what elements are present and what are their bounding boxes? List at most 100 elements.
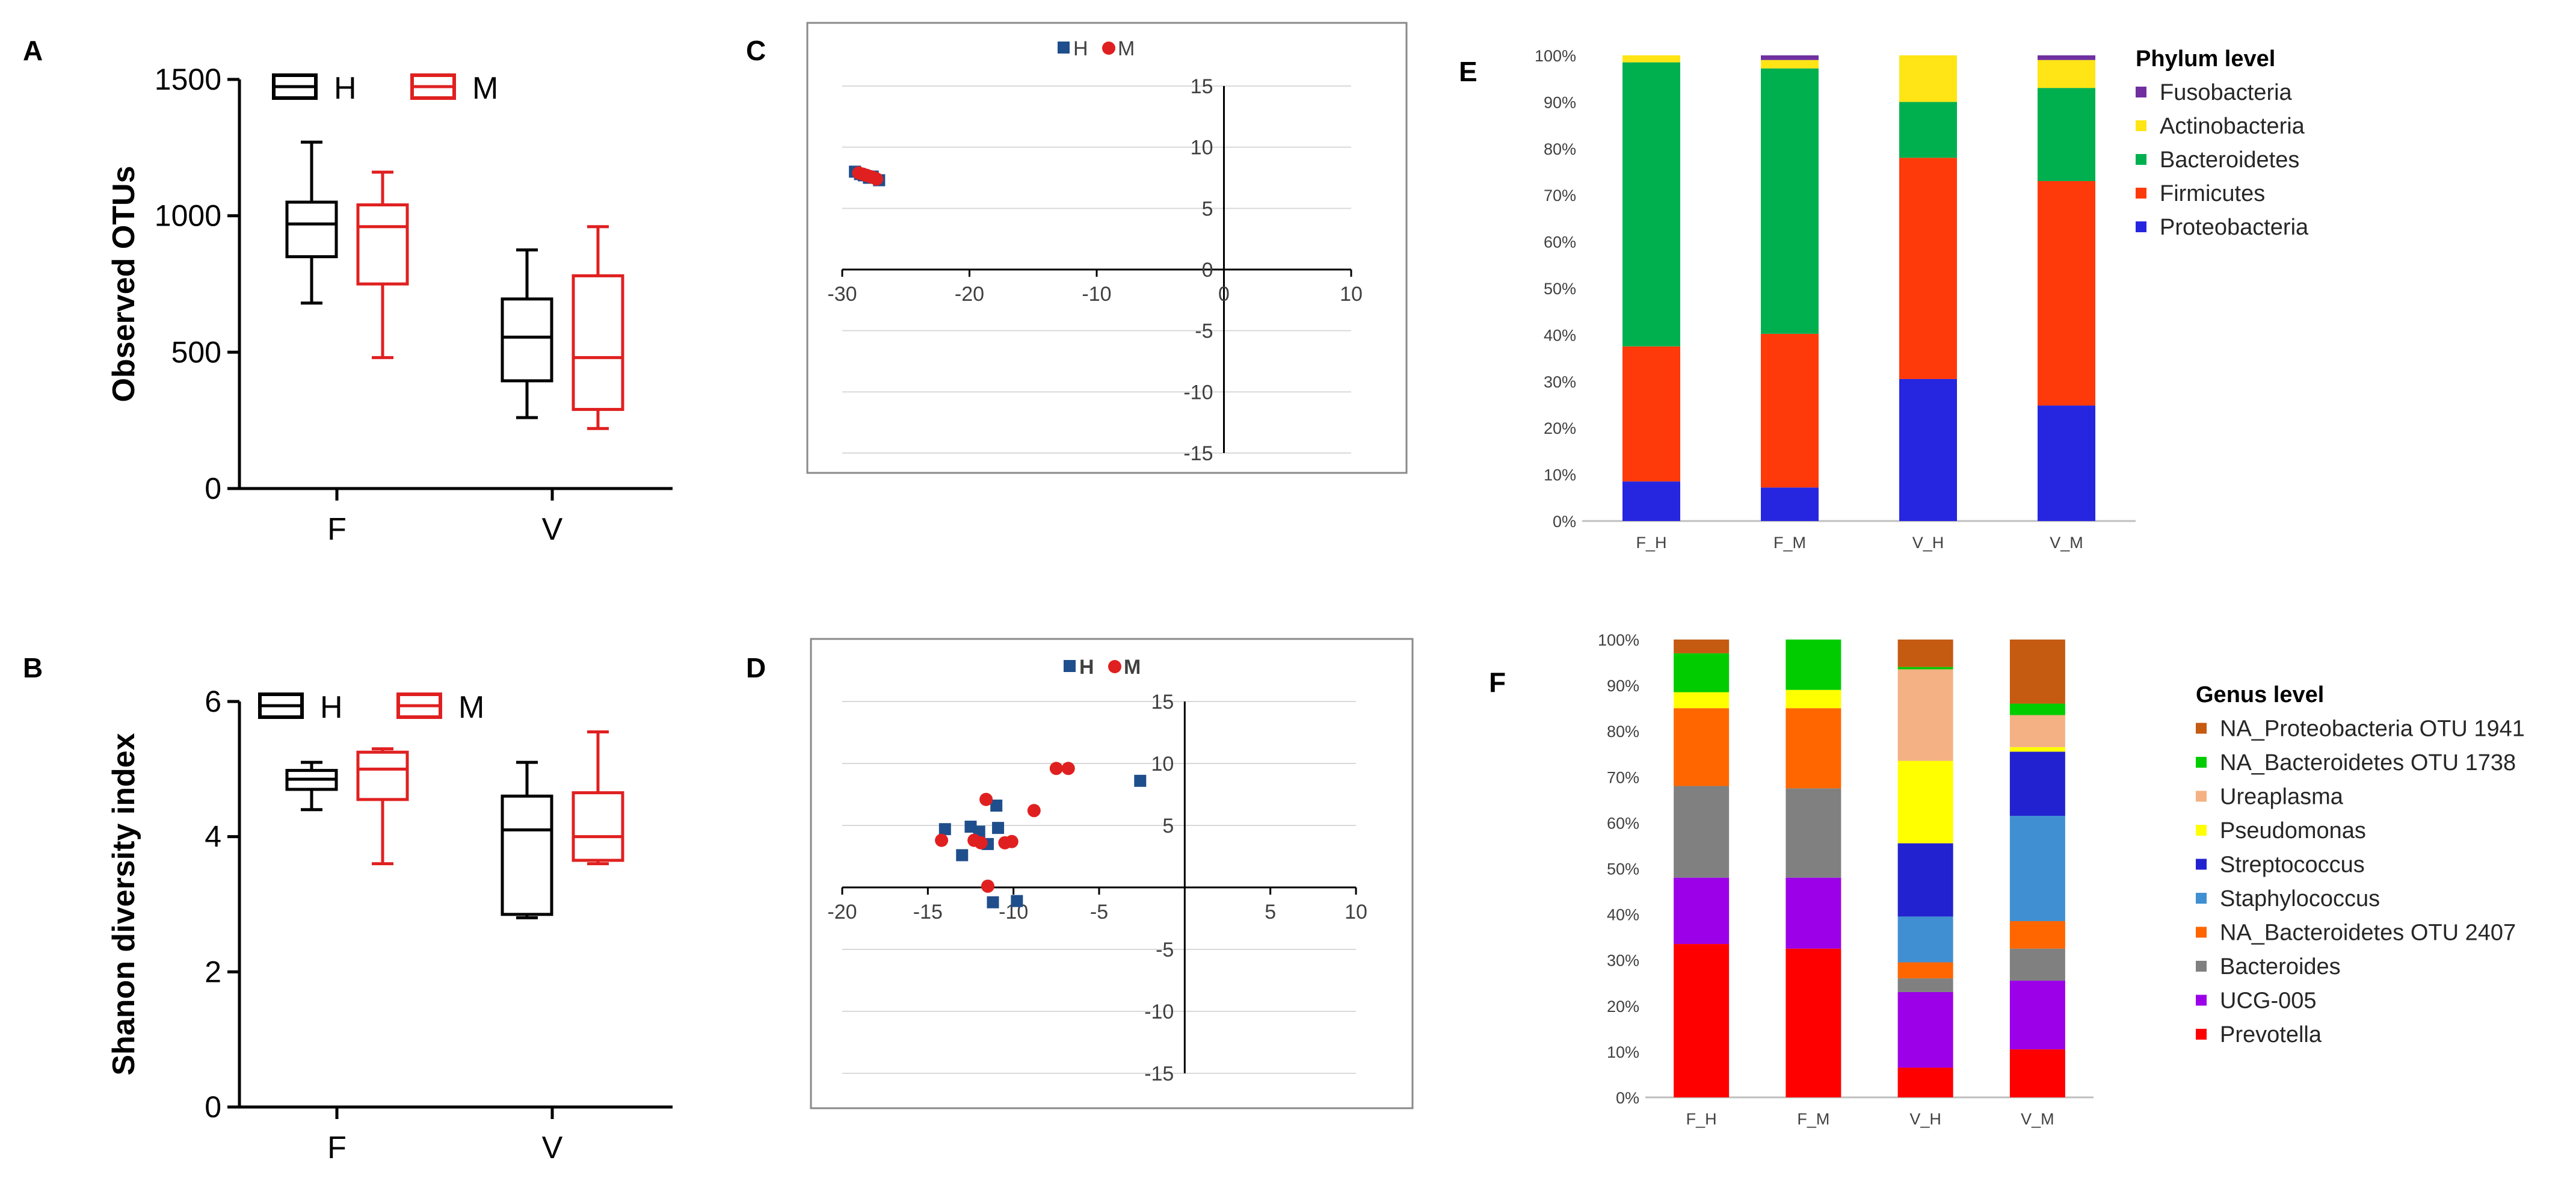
scatter-point-m (935, 833, 949, 847)
bar-segment (1897, 978, 1953, 992)
bar-segment (1897, 843, 1953, 917)
panel-label-f: F (1489, 667, 1506, 698)
y-tick-label: 10% (1607, 1043, 1639, 1061)
x-tick-label: -10 (1082, 283, 1111, 306)
y-tick-label: 40% (1544, 326, 1576, 344)
legend-title: Genus level (2196, 682, 2324, 708)
y-tick-label: 80% (1607, 723, 1639, 741)
y-tick-label: 10 (1191, 137, 1213, 159)
y-tick-label: -10 (1183, 381, 1213, 404)
x-tick-label: V_M (2050, 534, 2083, 552)
bar-segment (1761, 60, 1819, 69)
y-tick-label: 0% (1616, 1089, 1639, 1107)
chart-a-observed-otus: 0 500 1000 1500 Observed OTUs F V H M (106, 63, 673, 547)
x-tick-label: F_H (1636, 534, 1666, 552)
legend-marker-h (1064, 660, 1076, 672)
legend-label: H (1073, 37, 1088, 60)
x-tick-label: -20 (827, 901, 857, 924)
y-tick-label: 40% (1607, 906, 1639, 924)
box-iqr (572, 791, 624, 862)
bar-segment (2009, 703, 2065, 715)
x-tick-label: F_M (1773, 534, 1806, 552)
legend-swatch (2136, 154, 2146, 165)
box-iqr (285, 200, 338, 259)
legend-marker-m (1108, 660, 1121, 673)
legend-title: Phylum level (2136, 46, 2275, 72)
legend-swatch (2136, 87, 2146, 97)
y-tick-label: 60% (1607, 814, 1639, 832)
bar-segment (1674, 944, 1730, 1097)
y-tick-label: 6 (205, 685, 221, 718)
bar-segment (2009, 747, 2065, 752)
legend-label: Fusobacteria (2160, 80, 2293, 105)
y-tick-label: 100% (1535, 47, 1576, 65)
y-tick-label: 15 (1151, 691, 1174, 714)
bar-segment (1897, 962, 1953, 979)
x-tick-label: 10 (1340, 283, 1363, 306)
x-tick-label: F (327, 1130, 347, 1165)
bar-segment (1786, 708, 1841, 789)
legend-swatch (2136, 221, 2146, 232)
scatter-point-h (992, 822, 1005, 834)
y-tick-label: -5 (1156, 939, 1174, 961)
bar-segment (2009, 640, 2065, 704)
bar-segment (1761, 487, 1819, 521)
legend-label: M (1124, 656, 1141, 679)
bar-segment (1899, 102, 1957, 158)
bar-segment (1897, 669, 1953, 761)
legend-label: Bacteroides (2220, 954, 2341, 979)
y-tick-label: 0 (205, 1090, 221, 1124)
bar-segment (2038, 88, 2095, 181)
bar-segment (2038, 60, 2095, 88)
bar-segment (1899, 158, 1957, 379)
x-tick-label: V (542, 512, 563, 547)
bar-segment (2009, 751, 2065, 816)
legend-swatch (2196, 893, 2207, 904)
bar-segment (2009, 921, 2065, 949)
y-tick-label: 0 (205, 472, 221, 505)
bar-segment (2009, 948, 2065, 981)
box-iqr (356, 203, 409, 286)
scatter-point-h (956, 849, 969, 862)
y-tick-label: 10% (1544, 466, 1576, 484)
x-tick-label: V_M (2021, 1110, 2054, 1128)
chart-f-genus-stacked-bar: 0% 10% 20% 30% 40% 50% 60% 70% 80% 90% 100% F_H F_M V… (1598, 631, 2525, 1128)
panel-label-b: B (23, 652, 43, 683)
y-axis-title: Observed OTUs (106, 165, 141, 402)
legend-label: Streptococcus (2220, 853, 2365, 878)
panel-label-d: D (746, 652, 766, 683)
y-tick-label: 50% (1544, 280, 1576, 298)
x-tick-label: F_M (1797, 1110, 1829, 1128)
scatter-point-m (979, 792, 993, 806)
y-tick-label: 0 (1202, 259, 1213, 282)
legend-label: Bacteroidetes (2160, 147, 2299, 173)
y-tick-label: 20% (1607, 998, 1639, 1016)
y-tick-label: 80% (1544, 140, 1576, 158)
y-axis-title: Shanon diversity index (106, 733, 141, 1075)
bar-segment (1674, 653, 1730, 692)
legend-label: H (320, 690, 343, 725)
bar-segment (1786, 877, 1841, 949)
plot-frame (810, 638, 1414, 1109)
bar-segment (1622, 481, 1680, 521)
bar-segment (1786, 948, 1841, 1097)
box-iqr (356, 750, 409, 801)
bar-segment (1674, 877, 1730, 945)
bar-segment (1899, 55, 1957, 102)
legend-label: Staphylococcus (2220, 886, 2380, 911)
bar-segment (1786, 640, 1841, 690)
legend-label: M (458, 690, 484, 725)
bar-segment (1761, 333, 1819, 488)
bar-segment (1761, 68, 1819, 334)
legend-swatch (2196, 961, 2207, 972)
legend-label: Proteobacteria (2160, 215, 2309, 240)
y-tick-label: 90% (1607, 677, 1639, 695)
x-tick-label: V_H (1909, 1110, 1941, 1128)
scatter-point-m (1049, 762, 1063, 776)
bar-segment (1761, 55, 1819, 60)
bar-segment (2038, 180, 2095, 406)
scatter-point-m (1005, 834, 1018, 848)
